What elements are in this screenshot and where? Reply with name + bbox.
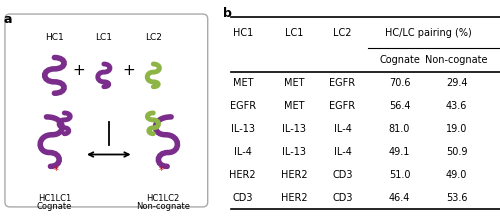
Text: HC1LC2: HC1LC2: [146, 194, 180, 203]
Text: 53.6: 53.6: [446, 193, 468, 203]
Text: IL-13: IL-13: [231, 124, 255, 134]
Text: HC1: HC1: [232, 28, 253, 38]
Text: 70.6: 70.6: [389, 78, 410, 88]
Text: MET: MET: [232, 78, 253, 88]
Text: 29.4: 29.4: [446, 78, 468, 88]
Text: +: +: [122, 63, 135, 78]
Text: Non-cognate: Non-cognate: [426, 55, 488, 65]
Text: Cognate: Cognate: [36, 202, 72, 211]
Text: IL-4: IL-4: [234, 147, 252, 157]
Text: *: *: [54, 166, 59, 176]
Text: EGFR: EGFR: [330, 101, 355, 111]
Text: IL-13: IL-13: [282, 124, 306, 134]
Text: HC1LC1: HC1LC1: [38, 194, 71, 203]
Text: CD3: CD3: [232, 193, 253, 203]
Text: LC2: LC2: [334, 28, 352, 38]
Text: LC1: LC1: [96, 33, 112, 42]
Text: HER2: HER2: [281, 170, 307, 180]
Text: 49.1: 49.1: [389, 147, 410, 157]
Text: IL-13: IL-13: [282, 147, 306, 157]
Text: MET: MET: [284, 101, 304, 111]
Text: EGFR: EGFR: [230, 101, 256, 111]
Text: HC1: HC1: [45, 33, 64, 42]
Text: CD3: CD3: [332, 170, 353, 180]
Text: HER2: HER2: [230, 170, 256, 180]
Text: IL-4: IL-4: [334, 124, 351, 134]
Text: LC2: LC2: [145, 33, 162, 42]
Text: a: a: [4, 13, 12, 26]
Text: CD3: CD3: [332, 193, 353, 203]
Text: b: b: [223, 7, 232, 20]
Text: 43.6: 43.6: [446, 101, 467, 111]
Text: 56.4: 56.4: [389, 101, 410, 111]
Text: 19.0: 19.0: [446, 124, 467, 134]
Text: 81.0: 81.0: [389, 124, 410, 134]
Text: Cognate: Cognate: [379, 55, 420, 65]
Text: IL-4: IL-4: [334, 147, 351, 157]
Text: 46.4: 46.4: [389, 193, 410, 203]
Text: *: *: [159, 166, 164, 176]
Text: MET: MET: [284, 78, 304, 88]
Text: EGFR: EGFR: [330, 78, 355, 88]
FancyBboxPatch shape: [5, 14, 207, 207]
Text: 51.0: 51.0: [389, 170, 410, 180]
Text: 49.0: 49.0: [446, 170, 467, 180]
Text: 50.9: 50.9: [446, 147, 468, 157]
Text: LC1: LC1: [285, 28, 304, 38]
Text: Non-cognate: Non-cognate: [136, 202, 190, 211]
Text: HC/LC pairing (%): HC/LC pairing (%): [384, 28, 472, 38]
Text: +: +: [73, 63, 86, 78]
Text: HER2: HER2: [281, 193, 307, 203]
